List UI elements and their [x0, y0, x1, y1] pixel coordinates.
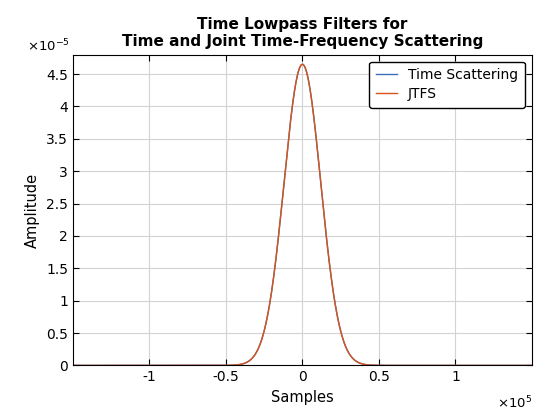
Time Scattering	[149, 363, 156, 368]
Text: $\times10^{-5}$: $\times10^{-5}$	[27, 38, 70, 55]
Time Scattering	[265, 307, 272, 312]
Time Scattering	[529, 363, 535, 368]
Line: JTFS: JTFS	[73, 64, 532, 365]
X-axis label: Samples: Samples	[271, 390, 334, 405]
Line: Time Scattering: Time Scattering	[73, 64, 532, 365]
Time Scattering	[69, 363, 76, 368]
Title: Time Lowpass Filters for
Time and Joint Time-Frequency Scattering: Time Lowpass Filters for Time and Joint …	[122, 17, 483, 49]
Text: $\times10^{5}$: $\times10^{5}$	[497, 395, 532, 412]
JTFS	[122, 363, 129, 368]
Time Scattering	[520, 363, 526, 368]
JTFS	[470, 363, 477, 368]
JTFS	[69, 363, 76, 368]
JTFS	[299, 62, 306, 67]
Time Scattering	[470, 363, 477, 368]
Time Scattering	[299, 62, 306, 67]
JTFS	[520, 363, 526, 368]
Time Scattering	[122, 363, 129, 368]
JTFS	[265, 307, 272, 312]
JTFS	[149, 363, 156, 368]
Time Scattering	[245, 359, 252, 364]
Y-axis label: Amplitude: Amplitude	[25, 173, 40, 247]
JTFS	[529, 363, 535, 368]
Legend: Time Scattering, JTFS: Time Scattering, JTFS	[369, 62, 525, 108]
JTFS	[245, 359, 252, 364]
